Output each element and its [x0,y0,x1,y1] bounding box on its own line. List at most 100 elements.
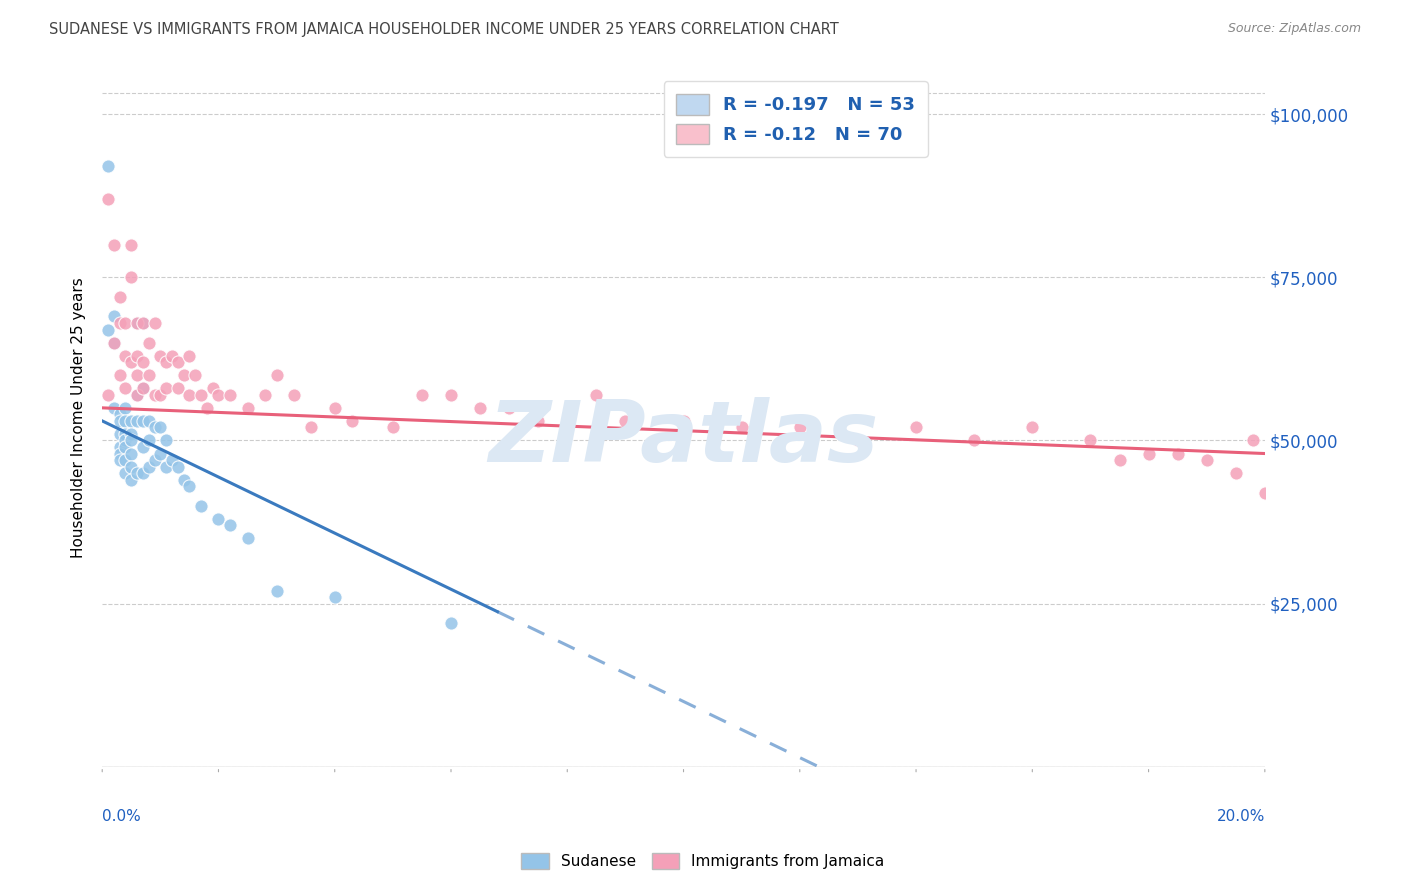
Point [120,414,142,428]
Point [114,426,136,441]
Point [207,388,229,402]
Point [108,368,131,383]
Text: Source: ZipAtlas.com: Source: ZipAtlas.com [1227,22,1361,36]
Point [127,368,149,383]
Point [155,459,177,474]
Point [236,532,259,546]
Point [160,453,183,467]
Point [120,426,142,441]
Point [97,192,120,206]
Point [219,388,242,402]
Point [498,401,520,415]
Point [114,349,136,363]
Point [143,420,166,434]
Point [236,401,259,415]
Point [184,368,207,383]
Point [266,583,288,598]
Point [1167,446,1189,460]
Point [149,420,172,434]
Point [585,388,607,402]
Point [108,316,131,330]
Point [672,414,695,428]
Point [114,316,136,330]
Point [468,401,491,415]
Point [132,355,155,369]
Point [103,335,125,350]
Text: 20.0%: 20.0% [1216,809,1265,824]
Point [108,408,131,422]
Point [323,590,346,604]
Point [114,434,136,448]
Point [266,368,288,383]
Point [149,446,172,460]
Point [149,388,172,402]
Point [114,414,136,428]
Point [127,316,149,330]
Point [190,388,212,402]
Point [132,381,155,395]
Point [114,440,136,454]
Point [127,316,149,330]
Point [789,420,811,434]
Point [108,290,131,304]
Point [219,518,242,533]
Point [190,499,212,513]
Point [143,453,166,467]
Point [527,414,550,428]
Point [103,310,125,324]
Point [114,466,136,480]
Point [1241,434,1264,448]
Point [340,414,363,428]
Y-axis label: Householder Income Under 25 years: Householder Income Under 25 years [72,277,86,558]
Point [1137,446,1160,460]
Point [440,388,463,402]
Point [120,270,142,285]
Point [160,349,183,363]
Point [253,388,276,402]
Point [138,459,160,474]
Point [138,434,160,448]
Point [381,420,404,434]
Point [1021,420,1043,434]
Point [166,381,188,395]
Text: ZIPatlas: ZIPatlas [488,397,879,480]
Text: 0.0%: 0.0% [103,809,141,824]
Point [108,453,131,467]
Point [127,388,149,402]
Point [114,453,136,467]
Point [1195,453,1218,467]
Point [127,414,149,428]
Point [155,434,177,448]
Point [97,388,120,402]
Text: SUDANESE VS IMMIGRANTS FROM JAMAICA HOUSEHOLDER INCOME UNDER 25 YEARS CORRELATIO: SUDANESE VS IMMIGRANTS FROM JAMAICA HOUS… [49,22,839,37]
Point [283,388,305,402]
Point [730,420,752,434]
Point [143,316,166,330]
Point [905,420,928,434]
Point [1108,453,1130,467]
Point [120,237,142,252]
Point [120,473,142,487]
Point [108,446,131,460]
Point [846,434,869,448]
Point [120,446,142,460]
Point [1225,466,1247,480]
Point [108,440,131,454]
Point [132,440,155,454]
Point [207,512,229,526]
Point [1080,434,1102,448]
Point [411,388,433,402]
Point [201,381,224,395]
Point [120,459,142,474]
Point [179,388,201,402]
Point [166,355,188,369]
Point [132,316,155,330]
Point [127,466,149,480]
Point [97,160,120,174]
Point [138,335,160,350]
Point [166,459,188,474]
Point [132,316,155,330]
Point [1254,485,1277,500]
Point [155,355,177,369]
Point [103,335,125,350]
